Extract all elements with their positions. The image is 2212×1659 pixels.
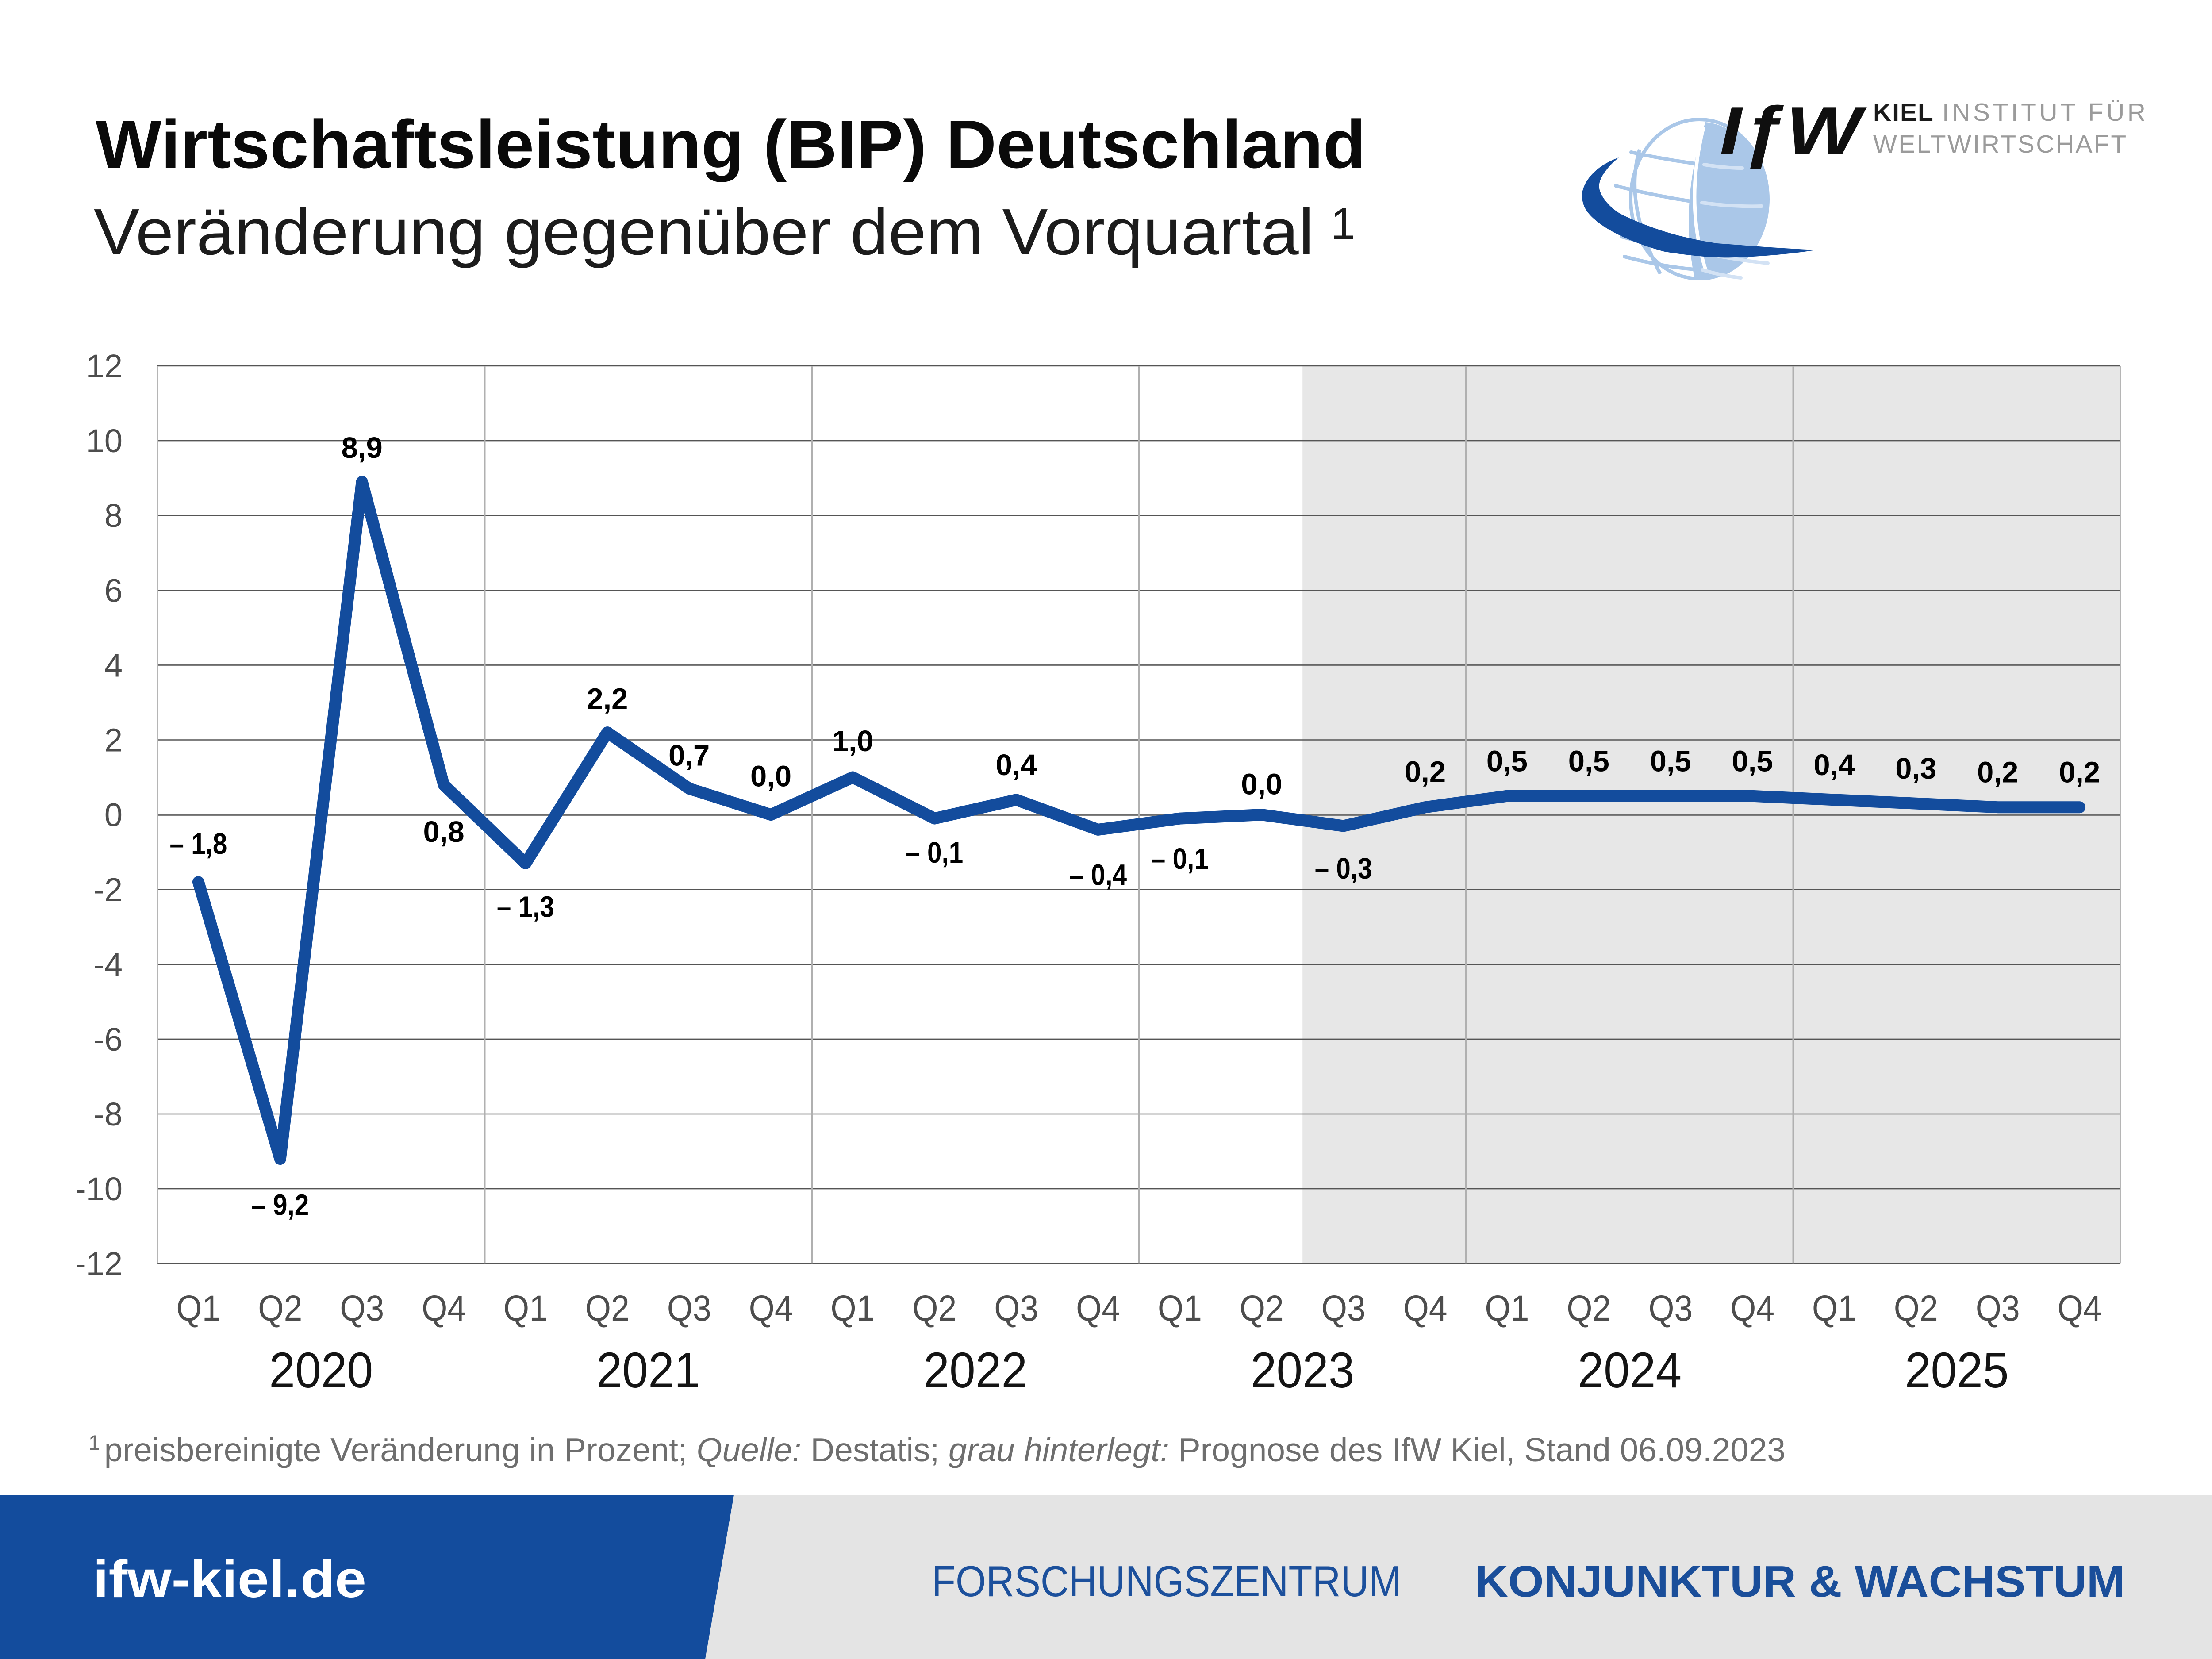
svg-text:Q2: Q2 — [1567, 1288, 1611, 1329]
svg-text:Q1: Q1 — [1485, 1288, 1529, 1329]
svg-text:0,5: 0,5 — [1568, 745, 1609, 778]
svg-text:– 9,2: – 9,2 — [251, 1189, 309, 1222]
svg-text:0: 0 — [104, 797, 123, 833]
svg-text:2023: 2023 — [1251, 1342, 1355, 1398]
svg-text:Q3: Q3 — [340, 1288, 384, 1329]
svg-text:0,5: 0,5 — [1732, 745, 1773, 778]
svg-text:0,8: 0,8 — [423, 815, 465, 849]
svg-text:-6: -6 — [93, 1021, 123, 1058]
svg-text:Q1: Q1 — [503, 1288, 548, 1329]
svg-text:0,4: 0,4 — [1813, 749, 1855, 782]
svg-text:0,2: 0,2 — [1977, 756, 2018, 789]
svg-text:1: 1 — [1331, 199, 1356, 249]
svg-text:Q3: Q3 — [667, 1288, 711, 1329]
svg-text:0,7: 0,7 — [668, 739, 710, 772]
svg-text:IƒW: IƒW — [1720, 92, 1867, 169]
svg-text:KONJUNKTUR & WACHSTUM: KONJUNKTUR & WACHSTUM — [1475, 1557, 2125, 1606]
svg-text:Q3: Q3 — [1648, 1288, 1693, 1329]
svg-text:2,2: 2,2 — [587, 683, 628, 716]
svg-text:-12: -12 — [75, 1245, 123, 1282]
svg-text:0,5: 0,5 — [1486, 745, 1528, 778]
svg-text:Veränderung gegenüber dem Vorq: Veränderung gegenüber dem Vorquartal — [94, 196, 1314, 269]
svg-text:– 0,4: – 0,4 — [1069, 858, 1127, 891]
svg-text:Q3: Q3 — [1321, 1288, 1366, 1329]
svg-text:0,2: 0,2 — [1405, 756, 1446, 789]
svg-text:Q4: Q4 — [2058, 1288, 2102, 1329]
svg-text:0,0: 0,0 — [750, 760, 791, 793]
svg-text:1,0: 1,0 — [832, 725, 873, 758]
svg-text:Q4: Q4 — [1403, 1288, 1448, 1329]
svg-text:Q3: Q3 — [994, 1288, 1038, 1329]
svg-text:– 0,1: – 0,1 — [906, 836, 963, 869]
svg-text:-8: -8 — [93, 1096, 123, 1133]
svg-text:Q1: Q1 — [830, 1288, 875, 1329]
svg-text:2: 2 — [104, 722, 123, 759]
svg-text:-10: -10 — [75, 1171, 123, 1207]
svg-text:2020: 2020 — [269, 1342, 373, 1398]
svg-text:– 1,3: – 1,3 — [497, 891, 554, 924]
svg-text:KIEL: KIEL — [1873, 98, 1934, 127]
svg-text:0,3: 0,3 — [1895, 752, 1936, 785]
svg-text:0,0: 0,0 — [1241, 768, 1282, 801]
svg-text:6: 6 — [104, 572, 123, 609]
svg-text:Q2: Q2 — [912, 1288, 956, 1329]
svg-text:2024: 2024 — [1578, 1342, 1682, 1398]
svg-text:2021: 2021 — [596, 1342, 700, 1398]
svg-text:2025: 2025 — [1905, 1342, 2009, 1398]
svg-text:Q3: Q3 — [1976, 1288, 2020, 1329]
svg-text:INSTITUT FÜR: INSTITUT FÜR — [1942, 98, 2148, 127]
svg-text:-2: -2 — [93, 872, 123, 908]
svg-text:12: 12 — [86, 348, 123, 384]
svg-text:FORSCHUNGSZENTRUM: FORSCHUNGSZENTRUM — [932, 1557, 1402, 1605]
svg-text:8,9: 8,9 — [342, 431, 383, 465]
svg-text:– 0,3: – 0,3 — [1315, 852, 1372, 885]
svg-text:1 preisbereinigte Veränderung: 1 preisbereinigte Veränderung in Prozent… — [88, 1431, 1786, 1468]
svg-text:Q2: Q2 — [585, 1288, 630, 1329]
svg-text:Q1: Q1 — [1158, 1288, 1202, 1329]
svg-text:Q4: Q4 — [1076, 1288, 1120, 1329]
svg-text:– 1,8: – 1,8 — [169, 827, 227, 860]
svg-text:Q2: Q2 — [1894, 1288, 1938, 1329]
svg-text:Q4: Q4 — [422, 1288, 466, 1329]
svg-text:– 0,1: – 0,1 — [1151, 842, 1209, 876]
svg-text:2022: 2022 — [923, 1342, 1027, 1398]
svg-text:Q4: Q4 — [1730, 1288, 1774, 1329]
svg-text:Wirtschaftsleistung (BIP) Deut: Wirtschaftsleistung (BIP) Deutschland — [96, 106, 1366, 182]
svg-text:0,2: 0,2 — [2059, 756, 2100, 789]
svg-text:Q4: Q4 — [749, 1288, 793, 1329]
svg-text:WELTWIRTSCHAFT: WELTWIRTSCHAFT — [1873, 130, 2128, 158]
svg-text:-4: -4 — [93, 946, 123, 983]
svg-text:Q1: Q1 — [1812, 1288, 1856, 1329]
svg-text:4: 4 — [104, 647, 123, 684]
svg-text:Q1: Q1 — [176, 1288, 220, 1329]
svg-text:0,5: 0,5 — [1650, 745, 1691, 778]
svg-text:Q2: Q2 — [1240, 1288, 1284, 1329]
svg-text:ifw-kiel.de: ifw-kiel.de — [93, 1550, 366, 1609]
svg-text:Q2: Q2 — [258, 1288, 302, 1329]
svg-text:10: 10 — [86, 422, 123, 459]
svg-text:8: 8 — [104, 497, 123, 534]
svg-text:0,4: 0,4 — [996, 749, 1037, 782]
